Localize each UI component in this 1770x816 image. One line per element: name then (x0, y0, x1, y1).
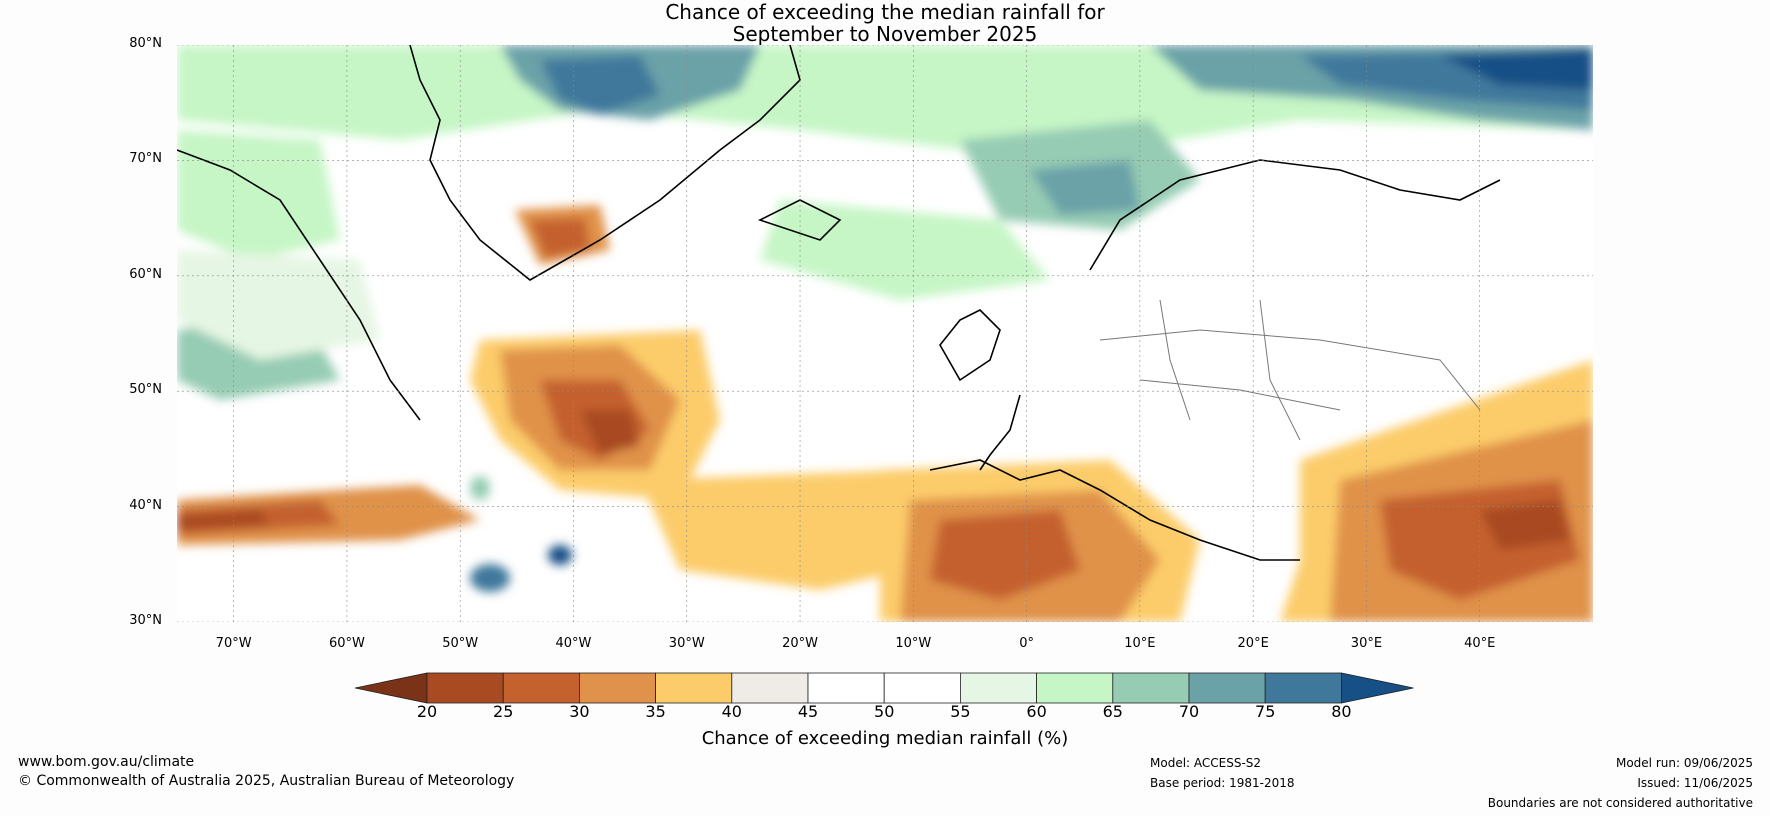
colorbar (354, 672, 1414, 704)
colorbar-extend-high (1341, 672, 1414, 704)
colorbar-segment (502, 672, 580, 704)
boundaries-disclaimer: Boundaries are not considered authoritat… (1487, 796, 1753, 810)
longitude-label: 20°E (1237, 636, 1269, 651)
latitude-label: 60°N (129, 266, 162, 282)
colorbar-segment (426, 672, 504, 704)
colorbar-tick-label: 25 (493, 702, 514, 721)
colorbar-segment (1188, 672, 1266, 704)
latitude-label: 80°N (129, 36, 162, 51)
longitude-label: 70°W (215, 636, 252, 651)
colorbar-tick-label: 20 (416, 702, 438, 721)
latitude-label: 40°N (129, 497, 162, 513)
colorbar-tick-label: 65 (1102, 702, 1123, 721)
colorbar-extend-low (354, 672, 428, 704)
issued-date: Issued: 11/06/2025 (1637, 776, 1753, 790)
colorbar-segment (655, 672, 733, 704)
model-run-date: Model run: 09/06/2025 (1615, 756, 1753, 770)
colorbar-segment (883, 672, 961, 704)
colorbar-segment (1112, 672, 1190, 704)
colorbar-segment (731, 672, 809, 704)
colorbar-tick-label: 50 (874, 702, 895, 721)
longitude-label: 40°E (1464, 636, 1496, 651)
colorbar-tick-label: 55 (950, 702, 971, 721)
longitude-label: 30°W (668, 636, 705, 651)
map-title-line1: Chance of exceeding the median rainfall … (665, 0, 1105, 24)
colorbar-tick-label: 30 (569, 702, 590, 721)
longitude-label: 40°W (555, 636, 592, 651)
longitude-label: 30°E (1350, 636, 1383, 651)
colorbar-segment (807, 672, 885, 704)
map-title-line2: September to November 2025 (732, 22, 1038, 46)
colorbar-tick-label: 75 (1255, 702, 1276, 721)
latitude-label: 50°N (129, 382, 162, 398)
colorbar-segment (579, 672, 657, 704)
longitude-label: 10°E (1124, 636, 1156, 651)
colorbar-segment (1036, 672, 1114, 704)
latitude-label: 70°N (129, 151, 162, 167)
colorbar-segment (1264, 672, 1342, 704)
colorbar-segment (960, 672, 1038, 704)
website-link[interactable]: www.bom.gov.au/climate (18, 754, 195, 770)
map-plot-area (177, 45, 1593, 622)
colorbar-tick-label: 35 (645, 702, 666, 721)
longitude-label: 20°W (782, 636, 818, 651)
model-name: Model: ACCESS-S2 (1150, 756, 1262, 770)
colorbar-tick-label: 80 (1331, 702, 1352, 721)
colorbar-tick-label: 70 (1178, 702, 1200, 721)
longitude-label: 50°W (442, 636, 479, 651)
colorbar-tick-label: 60 (1026, 702, 1047, 721)
colorbar-tick-label: 45 (797, 702, 819, 721)
longitude-label: 60°W (328, 636, 365, 651)
longitude-label: 10°W (895, 636, 932, 651)
latitude-label: 30°N (129, 613, 162, 628)
colorbar-title: Chance of exceeding median rainfall (%) (701, 728, 1069, 749)
colorbar-tick-label: 40 (721, 702, 742, 721)
copyright-text: © Commonwealth of Australia 2025, Austra… (18, 773, 515, 789)
base-period: Base period: 1981-2018 (1150, 776, 1295, 790)
longitude-label: 0° (1019, 636, 1034, 651)
